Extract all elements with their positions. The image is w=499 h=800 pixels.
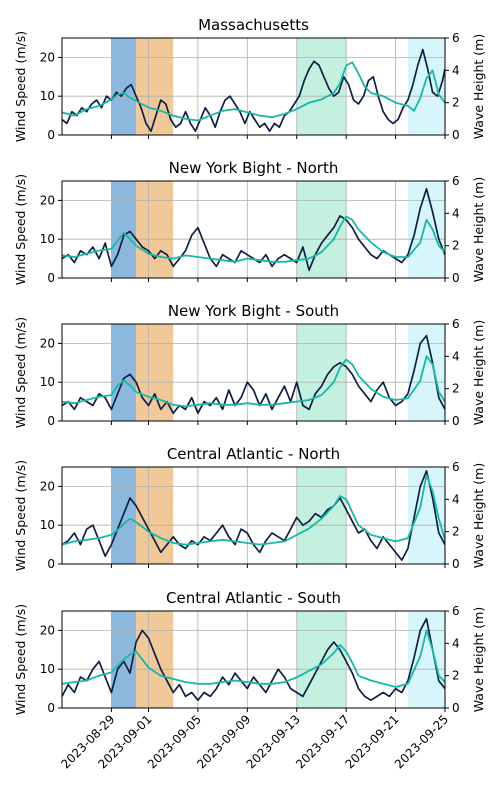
plot-frame (61, 466, 446, 565)
y-right-axis-label: Wave Height (m) (471, 177, 486, 283)
wind-speed-line (62, 48, 445, 132)
y-left-axis-label: Wind Speed (m/s) (13, 174, 28, 285)
chart-panel-1: 0 10 20 0 2 4 6 Massachusetts Wind Speed (m/s) Wa… (13, 16, 486, 142)
y-left-tick-label: 20 (40, 479, 55, 493)
y-left-axis-label: Wind Speed (m/s) (13, 460, 28, 571)
y-right-tick-label: 2 (452, 525, 460, 539)
highlight-band-4 (407, 467, 445, 564)
y-left-tick-label: 0 (47, 557, 55, 571)
highlight-band-3 (296, 467, 347, 564)
chart-panel-2: 0 10 20 0 2 4 6 New York Bight - North Wind Spee… (13, 159, 486, 285)
y-left-axis-label: Wind Speed (m/s) (13, 317, 28, 428)
y-left-tick-label: 20 (40, 623, 55, 637)
y-left-tick-label: 20 (40, 193, 55, 207)
highlight-band-2 (136, 324, 174, 421)
y-right-tick-label: 2 (452, 96, 460, 110)
highlight-band-2 (136, 181, 174, 278)
y-right-axis-label: Wave Height (m) (471, 463, 486, 569)
y-right-tick-label: 4 (452, 63, 460, 77)
panel-title: New York Bight - South (168, 302, 339, 320)
x-axis-tick-labels: 2023-08-292023-09-012023-09-052023-09-09… (58, 712, 451, 771)
y-left-tick-label: 0 (47, 271, 55, 285)
panel-title: Central Atlantic - North (167, 445, 340, 463)
y-right-tick-label: 0 (452, 701, 460, 715)
chart-panel-5: 0 10 20 0 2 4 6 Central Atlantic - South Wind Sp… (13, 589, 486, 715)
y-right-tick-label: 0 (452, 414, 460, 428)
wind-speed-line (62, 334, 445, 415)
y-right-tick-label: 0 (452, 271, 460, 285)
panel-title: Massachusetts (198, 16, 309, 34)
y-left-tick-label: 10 (40, 375, 55, 389)
y-left-axis-label: Wind Speed (m/s) (13, 604, 28, 715)
y-left-tick-label: 0 (47, 414, 55, 428)
highlight-band-1 (111, 324, 137, 421)
y-right-tick-label: 4 (452, 636, 460, 650)
highlight-band-4 (407, 38, 445, 135)
y-right-axis-label: Wave Height (m) (471, 607, 486, 713)
y-left-tick-label: 0 (47, 128, 55, 142)
y-right-tick-label: 2 (452, 382, 460, 396)
y-right-tick-label: 2 (452, 239, 460, 253)
y-right-tick-label: 2 (452, 669, 460, 683)
y-left-tick-label: 10 (40, 89, 55, 103)
y-left-axis-label: Wind Speed (m/s) (13, 31, 28, 142)
wave-height-line (62, 215, 445, 263)
x-tick-label: 2023-09-25 (392, 712, 451, 771)
y-right-axis-label: Wave Height (m) (471, 34, 486, 140)
y-left-tick-label: 0 (47, 701, 55, 715)
wind-speed-line (62, 617, 445, 702)
y-right-axis-label: Wave Height (m) (471, 320, 486, 426)
plot-frame (61, 323, 446, 422)
chart-panel-4: 0 10 20 0 2 4 6 Central Atlantic - North Wind Sp… (13, 445, 486, 571)
wave-height-line (62, 629, 445, 688)
y-right-tick-label: 0 (452, 557, 460, 571)
chart-panel-3: 0 10 20 0 2 4 6 New York Bight - South Wind Spee… (13, 302, 486, 428)
y-left-tick-label: 20 (40, 50, 55, 64)
y-right-tick-label: 6 (452, 460, 460, 474)
y-left-tick-label: 10 (40, 232, 55, 246)
plot-frame (61, 610, 446, 709)
y-right-tick-label: 6 (452, 317, 460, 331)
wave-height-line (62, 474, 445, 546)
y-right-tick-label: 6 (452, 174, 460, 188)
y-right-tick-label: 4 (452, 492, 460, 506)
wave-height-line (62, 355, 445, 408)
y-right-tick-label: 4 (452, 349, 460, 363)
y-right-tick-label: 6 (452, 604, 460, 618)
y-right-tick-label: 6 (452, 31, 460, 45)
panel-title: New York Bight - North (169, 159, 339, 177)
highlight-band-4 (407, 181, 445, 278)
highlight-band-1 (111, 181, 137, 278)
panel-title: Central Atlantic - South (166, 589, 341, 607)
plot-frame (61, 180, 446, 279)
y-right-tick-label: 4 (452, 206, 460, 220)
y-left-tick-label: 10 (40, 518, 55, 532)
wave-height-line (62, 61, 445, 122)
highlight-band-2 (136, 467, 174, 564)
y-right-tick-label: 0 (452, 128, 460, 142)
y-left-tick-label: 10 (40, 662, 55, 676)
plot-frame (61, 37, 446, 136)
y-left-tick-label: 20 (40, 336, 55, 350)
